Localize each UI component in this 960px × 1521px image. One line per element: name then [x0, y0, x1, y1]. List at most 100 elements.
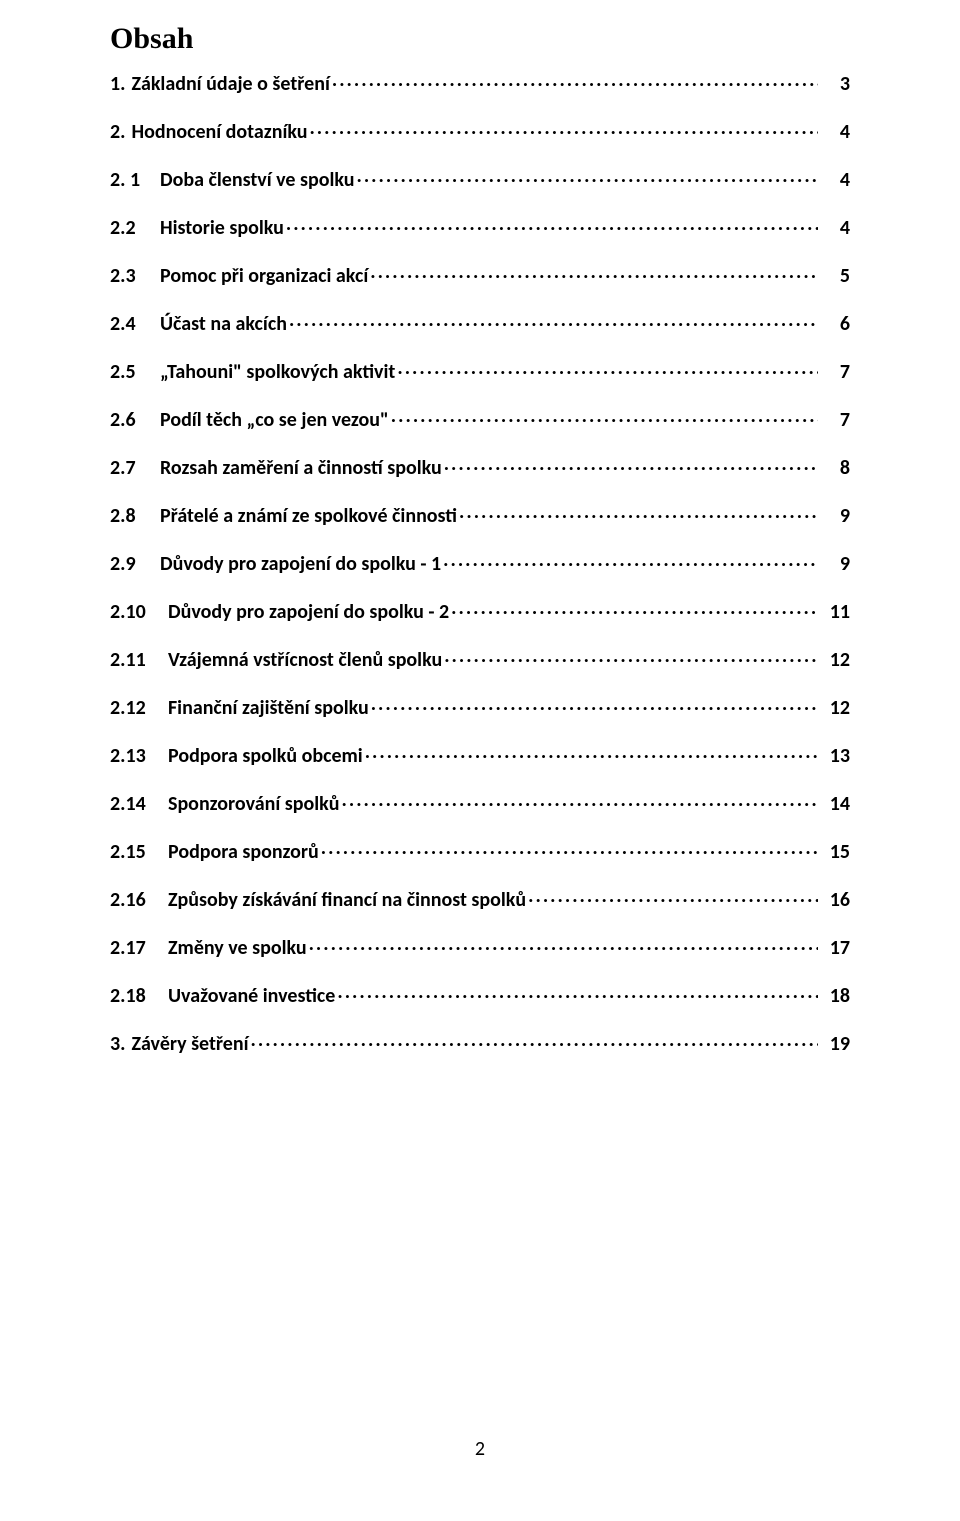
- toc-entry-page: 19: [818, 1032, 850, 1056]
- toc-entry: 2.12Finanční zajištění spolku12: [110, 694, 850, 720]
- toc-dot-leader: [365, 742, 818, 762]
- toc-dot-leader: [251, 1030, 818, 1050]
- toc-entry: 2.2Historie spolku 4: [110, 214, 850, 240]
- toc-entry: 2.16Způsoby získávání financí na činnost…: [110, 886, 850, 912]
- toc-entry-number: 2. 1: [110, 168, 160, 192]
- toc-entry-number: 2.12: [110, 696, 168, 720]
- toc-dot-leader: [309, 118, 818, 138]
- toc-entry-label: Uvažované investice: [168, 984, 337, 1008]
- toc-entry: 2.8Přátelé a známí ze spolkové činnosti 9: [110, 502, 850, 528]
- toc-entry-number: 3.: [110, 1032, 131, 1056]
- toc-entry-number: 2.: [110, 120, 131, 144]
- toc-entry: 2.9Důvody pro zapojení do spolku - 1 9: [110, 550, 850, 576]
- toc-entry: 2.15Podpora sponzorů15: [110, 838, 850, 864]
- toc-dot-leader: [289, 310, 818, 330]
- toc-dot-leader: [443, 550, 818, 570]
- toc-entry-number: 2.13: [110, 744, 168, 768]
- toc-entry-number: 2.15: [110, 840, 168, 864]
- toc-entry-number: 2.8: [110, 504, 160, 528]
- toc-entry-page: 7: [818, 408, 850, 432]
- toc-entry-label: Přátelé a známí ze spolkové činnosti: [160, 504, 459, 528]
- toc-entry-label: Podíl těch „co se jen vezou": [160, 408, 391, 432]
- toc-entry: 2.3Pomoc při organizaci akcí 5: [110, 262, 850, 288]
- toc-entry-label: Rozsah zaměření a činností spolku: [160, 456, 444, 480]
- toc-entry: 2.13Podpora spolků obcemi13: [110, 742, 850, 768]
- toc-entry-label: Vzájemná vstřícnost členů spolku: [168, 648, 444, 672]
- toc-dot-leader: [286, 214, 818, 234]
- toc-entry-number: 2.3: [110, 264, 160, 288]
- toc-entry: 2.4Účast na akcích 6: [110, 310, 850, 336]
- toc-entry-number: 2.18: [110, 984, 168, 1008]
- toc-dot-leader: [370, 262, 818, 282]
- toc-entry: 2.18Uvažované investice 18: [110, 982, 850, 1008]
- toc-entry-label: „Tahouni" spolkových aktivit: [160, 360, 397, 384]
- toc-dot-leader: [337, 982, 818, 1002]
- table-of-contents: 1.Základní údaje o šetření 3 2.Hodnocení d…: [110, 70, 850, 1056]
- toc-entry-page: 5: [818, 264, 850, 288]
- toc-entry: 2.10Důvody pro zapojení do spolku - 2 11: [110, 598, 850, 624]
- toc-dot-leader: [444, 646, 818, 666]
- toc-entry-page: 16: [818, 888, 850, 912]
- toc-entry-page: 14: [818, 792, 850, 816]
- toc-entry-label: Závěry šetření: [131, 1032, 250, 1056]
- toc-entry: 2.7Rozsah zaměření a činností spolku 8: [110, 454, 850, 480]
- toc-entry-page: 18: [818, 984, 850, 1008]
- toc-entry-page: 6: [818, 312, 850, 336]
- toc-dot-leader: [321, 838, 818, 858]
- toc-entry: 3.Závěry šetření 19: [110, 1030, 850, 1056]
- toc-entry-number: 2.2: [110, 216, 160, 240]
- toc-entry-page: 7: [818, 360, 850, 384]
- toc-entry-number: 2.11: [110, 648, 168, 672]
- toc-dot-leader: [459, 502, 818, 522]
- toc-entry-label: Podpora spolků obcemi: [168, 744, 365, 768]
- toc-dot-leader: [332, 70, 818, 90]
- toc-entry-number: 2.16: [110, 888, 168, 912]
- toc-entry-number: 2.7: [110, 456, 160, 480]
- toc-dot-leader: [444, 454, 818, 474]
- toc-entry-label: Základní údaje o šetření: [131, 72, 331, 96]
- toc-dot-leader: [309, 934, 818, 954]
- toc-entry-page: 17: [818, 936, 850, 960]
- toc-entry-page: 12: [818, 648, 850, 672]
- toc-entry-label: Podpora sponzorů: [168, 840, 321, 864]
- toc-entry: 2.Hodnocení dotazníku 4: [110, 118, 850, 144]
- toc-dot-leader: [528, 886, 818, 906]
- toc-entry-number: 2.4: [110, 312, 160, 336]
- toc-entry-label: Finanční zajištění spolku: [168, 696, 371, 720]
- toc-entry-page: 4: [818, 216, 850, 240]
- toc-entry-page: 3: [818, 72, 850, 96]
- toc-entry-label: Způsoby získávání financí na činnost spo…: [168, 888, 528, 912]
- toc-entry-label: Pomoc při organizaci akcí: [160, 264, 370, 288]
- toc-entry-page: 11: [818, 600, 850, 624]
- toc-entry-number: 2.6: [110, 408, 160, 432]
- toc-entry: 2.11Vzájemná vstřícnost členů spolku 12: [110, 646, 850, 672]
- toc-entry-number: 2.10: [110, 600, 168, 624]
- toc-entry-label: Sponzorování spolků: [168, 792, 342, 816]
- toc-entry-label: Změny ve spolku: [168, 936, 309, 960]
- document-page: Obsah 1.Základní údaje o šetření 3 2.Hodno…: [0, 0, 960, 1521]
- toc-entry: 2.14Sponzorování spolků14: [110, 790, 850, 816]
- toc-entry: 2.17Změny ve spolku 17: [110, 934, 850, 960]
- toc-entry-page: 9: [818, 552, 850, 576]
- toc-entry-page: 9: [818, 504, 850, 528]
- toc-entry-label: Důvody pro zapojení do spolku - 2: [168, 600, 451, 624]
- toc-entry: 2. 1Doba členství ve spolku 4: [110, 166, 850, 192]
- page-number: 2: [0, 1437, 960, 1461]
- toc-entry-page: 4: [818, 120, 850, 144]
- toc-entry-label: Historie spolku: [160, 216, 286, 240]
- toc-entry-number: 2.17: [110, 936, 168, 960]
- toc-entry-page: 4: [818, 168, 850, 192]
- toc-entry-number: 1.: [110, 72, 131, 96]
- toc-dot-leader: [371, 694, 818, 714]
- toc-entry: 2.5„Tahouni" spolkových aktivit7: [110, 358, 850, 384]
- toc-entry-label: Doba členství ve spolku: [160, 168, 356, 192]
- toc-entry: 2.6Podíl těch „co se jen vezou" 7: [110, 406, 850, 432]
- toc-entry-label: Důvody pro zapojení do spolku - 1: [160, 552, 443, 576]
- toc-dot-leader: [342, 790, 818, 810]
- toc-entry-number: 2.9: [110, 552, 160, 576]
- toc-entry-label: Hodnocení dotazníku: [131, 120, 309, 144]
- toc-entry-page: 8: [818, 456, 850, 480]
- toc-dot-leader: [397, 358, 818, 378]
- toc-entry-label: Účast na akcích: [160, 312, 289, 336]
- toc-heading: Obsah: [110, 22, 850, 56]
